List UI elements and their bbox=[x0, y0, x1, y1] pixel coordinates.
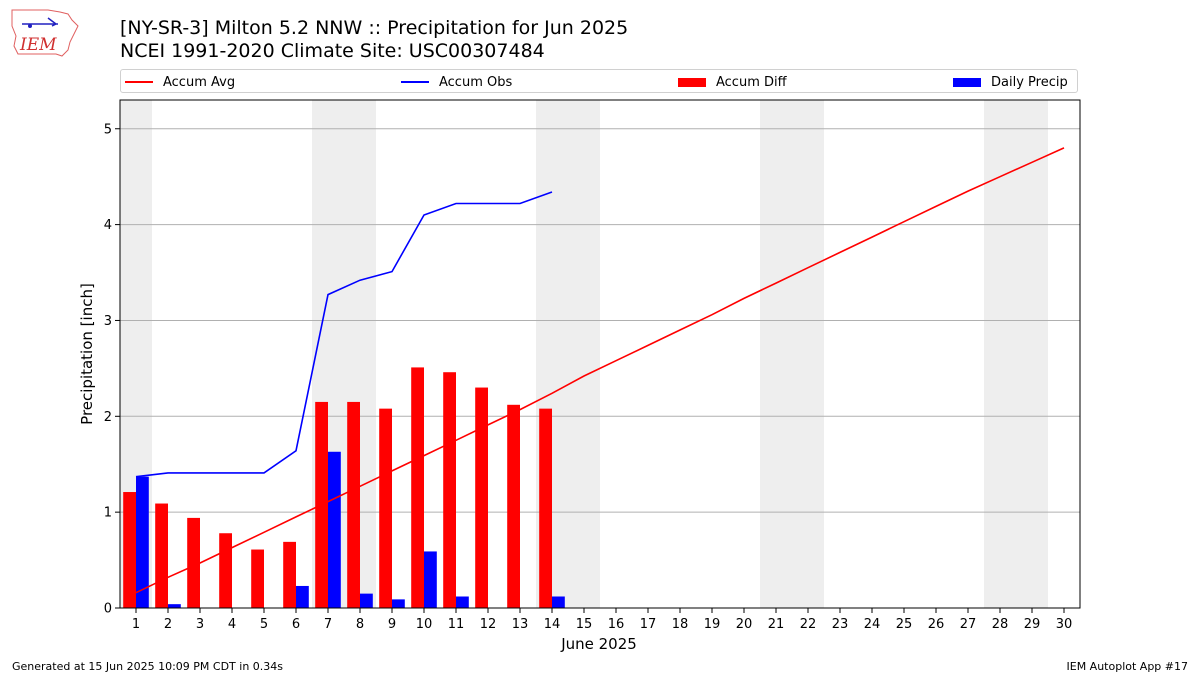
weekend-shade-day-21 bbox=[760, 100, 792, 608]
x-tick-label: 18 bbox=[672, 617, 689, 632]
x-tick-label: 5 bbox=[260, 617, 268, 632]
x-tick-label: 8 bbox=[356, 617, 364, 632]
legend-label-accum-obs: Accum Obs bbox=[439, 74, 513, 90]
legend-swatch-accum-avg bbox=[125, 81, 153, 83]
accum-diff-bar-day-13 bbox=[507, 404, 520, 608]
legend-label-accum-avg: Accum Avg bbox=[163, 74, 236, 90]
lines bbox=[135, 147, 1065, 594]
logo-text: IEM bbox=[19, 35, 57, 55]
y-tick-label: 5 bbox=[104, 122, 112, 137]
x-tick-label: 22 bbox=[800, 617, 817, 632]
y-axis-label: Precipitation [inch] bbox=[78, 283, 96, 425]
daily-precip-bar-day-9 bbox=[392, 599, 405, 608]
legend-item-daily-precip: Daily Precip bbox=[953, 73, 1068, 91]
chart-subtitle: NCEI 1991-2020 Climate Site: USC00307484 bbox=[120, 40, 545, 62]
legend-label-daily-precip: Daily Precip bbox=[991, 74, 1068, 90]
y-tick-label: 4 bbox=[104, 218, 112, 233]
legend-swatch-daily-precip bbox=[953, 77, 981, 87]
accum-diff-bar-day-12 bbox=[475, 387, 488, 608]
accum-obs-line bbox=[135, 191, 553, 478]
x-tick-label: 12 bbox=[480, 617, 497, 632]
legend-item-accum-avg: Accum Avg bbox=[125, 73, 235, 91]
daily-precip-bar-day-8 bbox=[360, 593, 373, 608]
x-tick-label: 19 bbox=[704, 617, 721, 632]
x-tick-label: 11 bbox=[448, 617, 465, 632]
accum-diff-bar-day-2 bbox=[155, 503, 168, 608]
accum-diff-bar-day-5 bbox=[251, 549, 264, 608]
x-tick-label: 21 bbox=[768, 617, 785, 632]
x-tick-label: 1 bbox=[132, 617, 140, 632]
accum-diff-bar-day-11 bbox=[443, 372, 456, 608]
y-tick-label: 2 bbox=[104, 410, 112, 425]
accum-avg-line bbox=[135, 147, 1065, 594]
legend-item-accum-diff: Accum Diff bbox=[678, 73, 787, 91]
daily-precip-bar-day-2 bbox=[168, 604, 181, 608]
chart-legend: Accum Avg Accum Obs Accum Diff Daily Pre… bbox=[120, 69, 1078, 93]
x-tick-label: 3 bbox=[196, 617, 204, 632]
x-tick-label: 14 bbox=[544, 617, 561, 632]
x-tick-label: 30 bbox=[1056, 617, 1073, 632]
app-note: IEM Autoplot App #17 bbox=[1066, 660, 1189, 673]
x-tick-label: 2 bbox=[164, 617, 172, 632]
x-tick-label: 6 bbox=[292, 617, 300, 632]
accum-diff-bar-day-10 bbox=[411, 367, 424, 608]
daily-precip-bar-day-6 bbox=[296, 585, 309, 608]
x-tick-label: 27 bbox=[960, 617, 977, 632]
daily-precip-bar-day-14 bbox=[552, 596, 565, 608]
x-tick-label: 15 bbox=[576, 617, 593, 632]
x-axis-label: June 2025 bbox=[560, 635, 637, 653]
x-tick-label: 23 bbox=[832, 617, 849, 632]
weekend-shade-day-29 bbox=[1016, 100, 1048, 608]
plot-frame bbox=[119, 99, 1081, 609]
x-tick-label: 17 bbox=[640, 617, 657, 632]
chart-title: [NY-SR-3] Milton 5.2 NNW :: Precipitatio… bbox=[120, 17, 629, 39]
accum-diff-bar-day-14 bbox=[539, 408, 552, 608]
x-tick-label: 13 bbox=[512, 617, 529, 632]
daily-precip-bar-day-11 bbox=[456, 596, 469, 608]
x-tick-label: 25 bbox=[896, 617, 913, 632]
daily-precip-bar-day-1 bbox=[136, 476, 149, 608]
accum-diff-bar-day-4 bbox=[219, 533, 232, 608]
accum-diff-bar-day-8 bbox=[347, 401, 360, 608]
x-tick-label: 16 bbox=[608, 617, 625, 632]
daily-precip-bar-day-7 bbox=[328, 451, 341, 608]
y-tick-label: 3 bbox=[104, 314, 112, 329]
legend-swatch-accum-diff bbox=[678, 77, 706, 87]
accum-diff-bar-day-9 bbox=[379, 408, 392, 608]
y-tick-label: 0 bbox=[104, 602, 112, 617]
x-tick-label: 20 bbox=[736, 617, 753, 632]
x-tick-label: 9 bbox=[388, 617, 396, 632]
x-tick-label: 29 bbox=[1024, 617, 1041, 632]
accum-diff-bar-day-3 bbox=[187, 517, 200, 608]
weekend-shade-day-22 bbox=[792, 100, 824, 608]
x-tick-label: 24 bbox=[864, 617, 881, 632]
legend-item-accum-obs: Accum Obs bbox=[401, 73, 512, 91]
accum-diff-bar-day-6 bbox=[283, 541, 296, 608]
x-tick-label: 7 bbox=[324, 617, 332, 632]
iem-logo: IEM bbox=[11, 9, 79, 57]
x-tick-label: 26 bbox=[928, 617, 945, 632]
daily-precip-bar-day-10 bbox=[424, 551, 437, 608]
x-tick-label: 4 bbox=[228, 617, 236, 632]
generated-note: Generated at 15 Jun 2025 10:09 PM CDT in… bbox=[12, 660, 284, 673]
accum-diff-bar-day-1 bbox=[123, 492, 136, 608]
weekend-shade-day-28 bbox=[984, 100, 1016, 608]
legend-label-accum-diff: Accum Diff bbox=[716, 74, 787, 90]
weekend-shade-day-15 bbox=[568, 100, 600, 608]
x-tick-label: 28 bbox=[992, 617, 1009, 632]
y-tick-label: 1 bbox=[104, 506, 112, 521]
weekend-shading bbox=[120, 100, 1048, 608]
legend-swatch-accum-obs bbox=[401, 81, 429, 83]
x-tick-label: 10 bbox=[416, 617, 433, 632]
y-gridlines bbox=[120, 128, 1080, 513]
